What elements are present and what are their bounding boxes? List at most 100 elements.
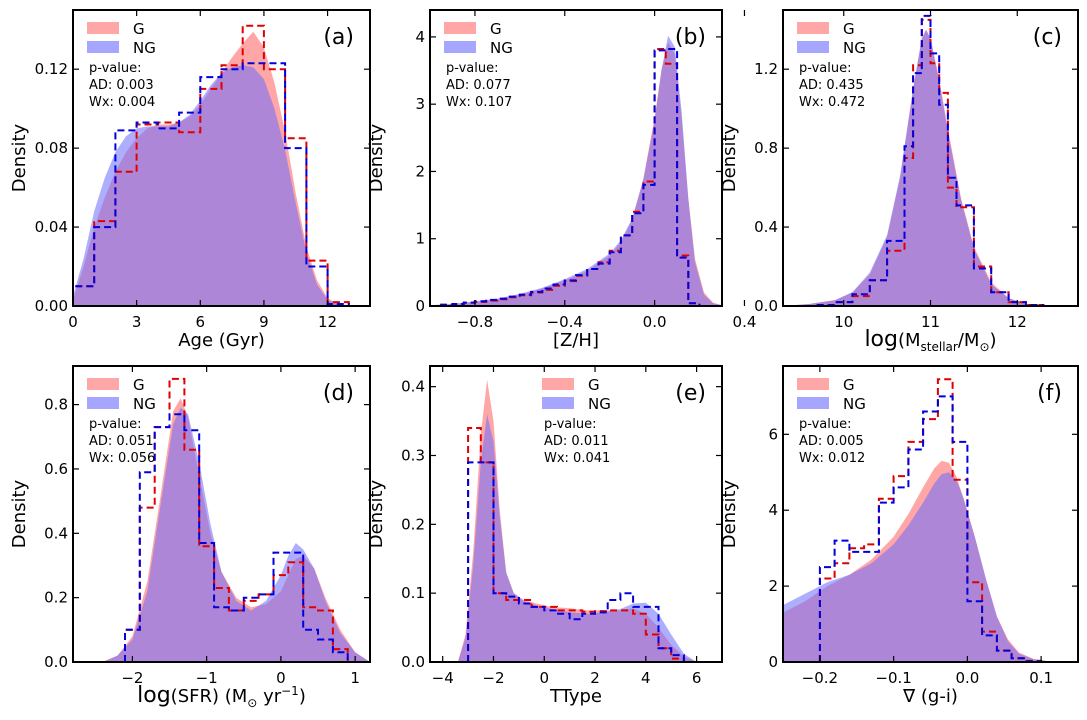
stat-header: p-value: <box>799 417 851 432</box>
x-tick-label: 0 <box>539 669 549 687</box>
kde-area-NG <box>783 472 1078 662</box>
y-tick-label: 0.0 <box>754 297 778 315</box>
legend-swatch-NG <box>444 41 476 53</box>
hist-step-NG <box>124 413 349 662</box>
x-tick-label: 0.0 <box>643 313 667 331</box>
kde-area-NG <box>783 29 1078 306</box>
legend-swatch-G <box>797 378 829 390</box>
x-tick-label: 0 <box>276 669 286 687</box>
x-tick-label: 1 <box>350 669 360 687</box>
axes-frame <box>429 365 723 663</box>
panel-label: (a) <box>323 25 354 50</box>
x-tick-label: 0.1 <box>1029 669 1053 687</box>
y-tick-label: 1 <box>415 230 425 248</box>
stat-header: p-value: <box>89 61 141 76</box>
y-tick-label: 2 <box>415 162 425 180</box>
y-tick-label: 0.04 <box>35 218 68 236</box>
y-axis-label: Density <box>9 123 30 192</box>
axes-frame <box>429 9 723 307</box>
y-tick-label: 0 <box>415 297 425 315</box>
y-tick-label: 1.2 <box>754 60 778 78</box>
plot-area <box>783 378 1078 662</box>
plot-area <box>73 24 350 306</box>
x-axis-label: log(SFR) (M⊙ yr−1) <box>137 683 306 710</box>
panel-label: (f) <box>1037 381 1062 406</box>
y-tick-label: 0.12 <box>35 60 68 78</box>
legend: GNG <box>87 376 156 413</box>
legend-swatch-NG <box>797 397 829 409</box>
panel-e: −4 −2 0 2 4 6 0.0 0.1 0.2 0.3 0.4 TType Density (e) GN… <box>366 365 723 707</box>
y-axis-label: Density <box>719 123 740 192</box>
x-tick-label: −0.4 <box>547 313 583 331</box>
plot-area <box>102 377 370 662</box>
y-tick-label: 0.2 <box>401 515 425 533</box>
legend-label-NG: NG <box>133 395 156 413</box>
y-tick-label: 0.1 <box>401 584 425 602</box>
kde-area-NG <box>102 407 370 662</box>
legend: GNG <box>542 376 611 413</box>
legend-swatch-G <box>797 22 829 34</box>
hist-step-NG <box>818 395 1043 662</box>
x-tick-label: 4 <box>641 669 651 687</box>
y-tick-label: 4 <box>768 501 778 519</box>
x-tick-label: 6 <box>692 669 702 687</box>
y-axis-label: Density <box>9 479 30 548</box>
legend-label-G: G <box>843 20 855 38</box>
y-tick-label: 0.0 <box>401 653 425 671</box>
y-axis-label: Density <box>719 479 740 548</box>
panel-label: (d) <box>323 381 354 406</box>
axes-frame <box>72 9 371 307</box>
y-tick-label: 2 <box>768 577 778 595</box>
stat-header: p-value: <box>89 417 141 432</box>
x-tick-label: −0.1 <box>875 669 911 687</box>
stat-wx: Wx: 0.004 <box>89 95 155 110</box>
y-tick-label: 0.2 <box>44 589 68 607</box>
legend-label-NG: NG <box>133 39 156 57</box>
legend-label-NG: NG <box>843 395 866 413</box>
y-tick-label: 0.4 <box>754 218 778 236</box>
hist-step-NG <box>73 62 350 306</box>
legend-swatch-G <box>87 22 119 34</box>
x-tick-label: 6 <box>196 313 206 331</box>
legend-swatch-G <box>87 378 119 390</box>
stat-ad: AD: 0.011 <box>544 434 609 449</box>
kde-area-NG <box>430 35 722 306</box>
legend-label-G: G <box>588 376 600 394</box>
panel-d: −2 −1 0 1 0.0 0.2 0.4 0.6 0.8 log(SFR) (M⊙ yr−1) D… <box>9 365 371 710</box>
x-tick-label: −2 <box>482 669 504 687</box>
stat-wx: Wx: 0.012 <box>799 451 865 466</box>
plot-area <box>457 379 697 662</box>
x-tick-label: −2 <box>121 669 143 687</box>
panel-b: −0.8 −0.4 0.0 0.4 0 1 2 3 4 [Z/H] Density (b) GNG p-v… <box>366 9 756 351</box>
y-tick-label: 0.4 <box>401 378 425 396</box>
hist-step-G <box>73 24 350 306</box>
y-tick-label: 0.0 <box>44 653 68 671</box>
x-axis-label: log(Mstellar/M⊙) <box>864 327 996 354</box>
stat-wx: Wx: 0.107 <box>446 95 512 110</box>
stat-header: p-value: <box>544 417 596 432</box>
x-tick-label: 12 <box>1008 313 1027 331</box>
axes-frame <box>782 365 1079 663</box>
legend-label-G: G <box>133 376 145 394</box>
y-axis-label: Density <box>366 479 387 548</box>
x-tick-label: 9 <box>259 313 269 331</box>
x-tick-label: 12 <box>318 313 337 331</box>
y-tick-label: 3 <box>415 95 425 113</box>
y-tick-label: 0.08 <box>35 139 68 157</box>
x-tick-label: 11 <box>921 313 940 331</box>
panel-label: (c) <box>1033 25 1062 50</box>
hist-step-NG <box>440 48 701 306</box>
legend-swatch-G <box>542 378 574 390</box>
y-tick-label: 0 <box>768 653 778 671</box>
y-tick-label: 4 <box>415 28 425 46</box>
axes-frame <box>72 365 371 663</box>
panel-label: (e) <box>675 381 706 406</box>
panel-a: 0 3 6 9 12 0.00 0.04 0.08 0.12 Age (Gyr) Density (a… <box>9 9 371 351</box>
legend: GNG <box>87 20 156 57</box>
x-axis-label: [Z/H] <box>553 330 599 351</box>
legend-swatch-NG <box>87 397 119 409</box>
legend-label-NG: NG <box>588 395 611 413</box>
legend: GNG <box>444 20 513 57</box>
x-tick-label: −0.8 <box>457 313 493 331</box>
stat-header: p-value: <box>799 61 851 76</box>
